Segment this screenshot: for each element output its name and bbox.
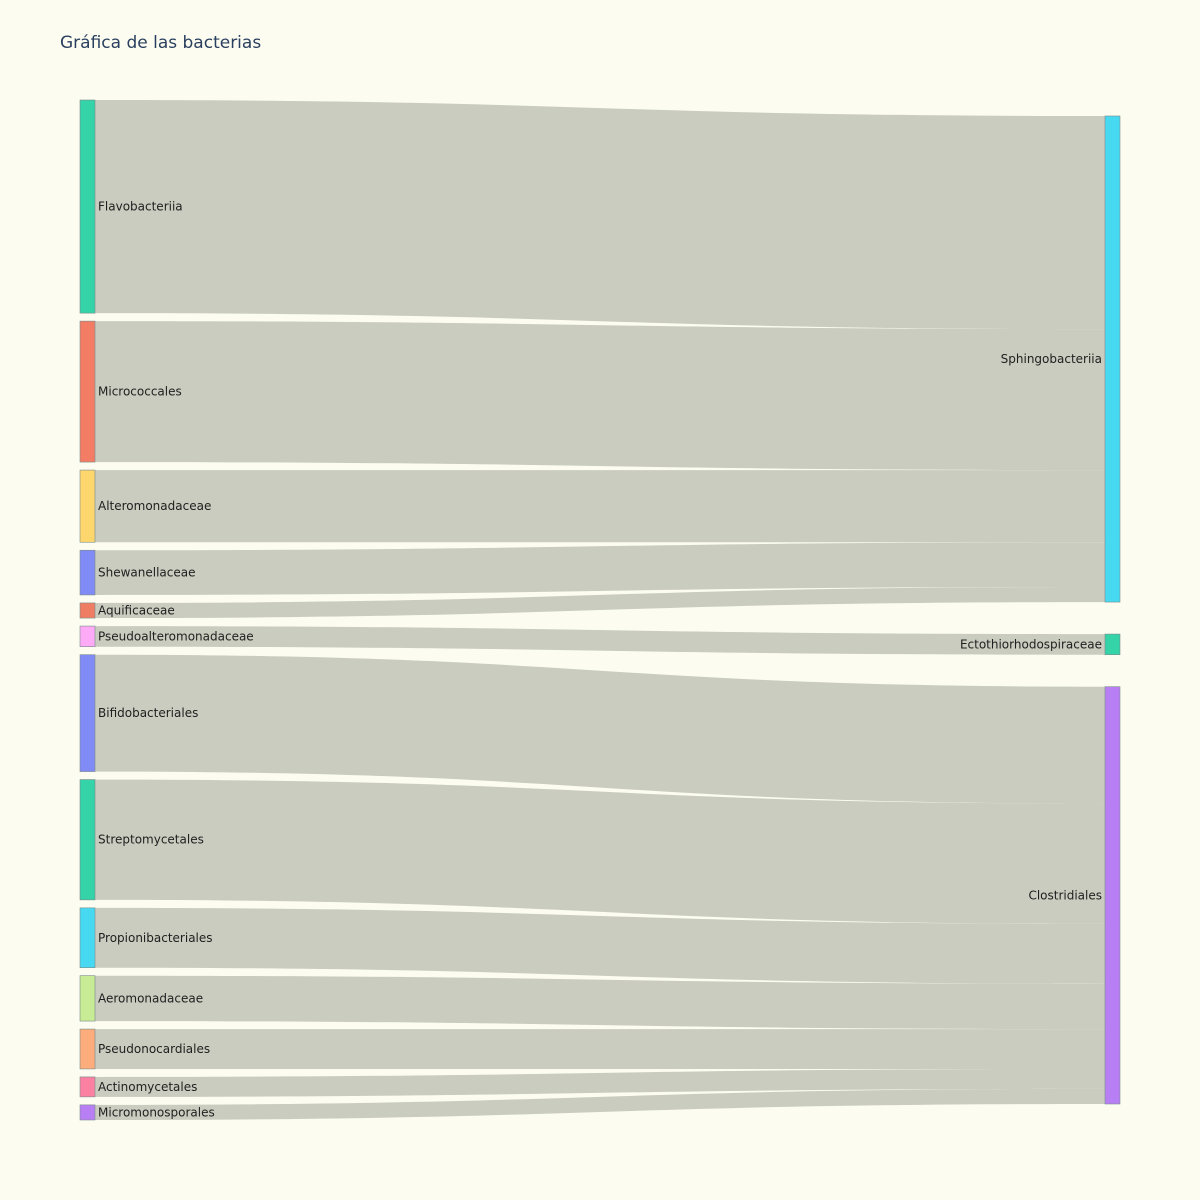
node-label-aeromonadaceae: Aeromonadaceae [98,991,203,1005]
node-label-pseudoalteromonadaceae: Pseudoalteromonadaceae [98,629,254,643]
nodes-group: Flavobacteriia Micrococcales Alteromonadac… [79,99,1121,1121]
node-label-flavobacteriia: Flavobacteriia [98,200,183,214]
node-micromonosporales [79,1104,96,1121]
node-alteromonadaceae [79,469,96,543]
node-label-bifidobacteriales: Bifidobacteriales [98,706,198,720]
node-label-sphingobacteriia: Sphingobacteriia [1001,352,1102,366]
node-flavobacteriia [79,99,96,314]
node-ectothiorhodospiraceae [1104,633,1121,655]
link-aquificaceae [95,586,1105,619]
node-label-alteromonadaceae: Alteromonadaceae [98,499,211,513]
links-group [95,100,1105,1120]
node-pseudonocardiales [79,1028,96,1070]
node-actinomycetales [79,1076,96,1098]
link-pseudoalteromonadaceae [95,626,1105,655]
link-pseudonocardiales [95,1029,1105,1069]
node-label-aquificaceae: Aquificaceae [98,604,175,618]
node-bifidobacteriales [79,654,96,772]
node-label-actinomycetales: Actinomycetales [98,1080,197,1094]
link-streptomycetales [95,779,1105,924]
node-pseudoalteromonadaceae [79,625,96,647]
node-micrococcales [79,320,96,463]
node-label-micromonosporales: Micromonosporales [98,1105,215,1119]
node-label-clostridiales: Clostridiales [1028,888,1102,902]
link-bifidobacteriales [95,654,1105,804]
link-aeromonadaceae [95,975,1105,1030]
node-aquificaceae [79,602,96,619]
node-label-propionibacteriales: Propionibacteriales [98,931,213,945]
node-label-shewanellaceae: Shewanellaceae [98,566,196,580]
node-label-ectothiorhodospiraceae: Ectothiorhodospiraceae [960,637,1102,651]
node-label-micrococcales: Micrococcales [98,385,182,399]
node-clostridiales [1104,686,1121,1105]
chart-title: Gráfica de las bacterias [60,33,262,53]
node-label-streptomycetales: Streptomycetales [98,833,204,847]
node-sphingobacteriia [1104,115,1121,603]
node-propionibacteriales [79,907,96,968]
link-actinomycetales [95,1068,1105,1097]
link-shewanellaceae [95,542,1105,595]
node-label-pseudonocardiales: Pseudonocardiales [98,1042,210,1056]
link-propionibacteriales [95,907,1105,984]
link-flavobacteriia [95,100,1105,330]
node-aeromonadaceae [79,975,96,1022]
link-micromonosporales [95,1088,1105,1120]
link-alteromonadaceae [95,470,1105,543]
node-streptomycetales [79,779,96,901]
node-shewanellaceae [79,549,96,596]
link-micrococcales [95,321,1105,471]
